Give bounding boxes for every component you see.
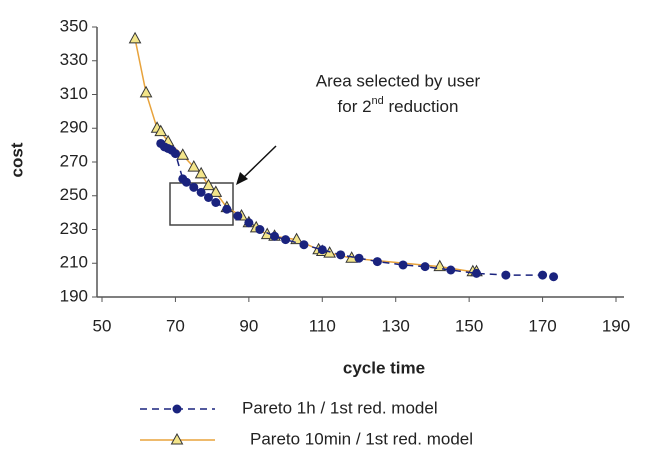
y-tick-label: 310 bbox=[60, 84, 88, 103]
data-point bbox=[203, 192, 213, 202]
data-point bbox=[281, 235, 291, 245]
data-point bbox=[244, 218, 254, 228]
x-tick-label: 90 bbox=[239, 316, 258, 335]
annotation-arrow bbox=[240, 145, 277, 181]
annotation-sup: nd bbox=[372, 95, 384, 107]
y-tick-label: 350 bbox=[60, 16, 88, 35]
y-tick-label: 270 bbox=[60, 151, 88, 170]
data-point bbox=[209, 185, 223, 197]
data-point bbox=[211, 198, 221, 207]
data-point bbox=[270, 231, 280, 241]
legend-marker bbox=[170, 432, 184, 445]
x-tick-label: 70 bbox=[166, 316, 185, 335]
selection-box bbox=[169, 182, 234, 226]
x-tick-label: 110 bbox=[309, 316, 336, 335]
legend-marker bbox=[172, 404, 182, 414]
x-tick-label: 50 bbox=[93, 316, 112, 335]
data-point bbox=[549, 272, 559, 282]
data-point bbox=[176, 148, 190, 160]
data-point bbox=[139, 85, 153, 98]
y-tick-label: 250 bbox=[60, 185, 88, 204]
y-tick-label: 290 bbox=[60, 118, 88, 137]
legend-label: Pareto 10min / 1st red. model bbox=[250, 429, 473, 448]
y-tick-label: 230 bbox=[60, 219, 88, 238]
data-point bbox=[471, 268, 481, 278]
y-tick-label: 330 bbox=[60, 50, 88, 69]
legend-label: Pareto 1h / 1st red. model bbox=[242, 398, 438, 417]
data-point bbox=[538, 270, 548, 280]
data-point bbox=[181, 177, 191, 187]
annotation-arrowhead bbox=[236, 172, 248, 185]
data-point bbox=[317, 245, 327, 255]
data-point bbox=[299, 240, 309, 250]
data-point bbox=[194, 166, 208, 179]
data-point bbox=[420, 262, 430, 272]
x-tick-label: 170 bbox=[528, 316, 556, 335]
x-tick-label: 130 bbox=[382, 316, 410, 335]
data-point bbox=[255, 225, 265, 234]
x-tick-label: 190 bbox=[602, 316, 630, 335]
data-point bbox=[372, 257, 382, 267]
data-point bbox=[154, 124, 168, 137]
annotation: for 2nd reduction bbox=[338, 95, 459, 117]
data-point bbox=[202, 178, 215, 191]
y-tick-label: 210 bbox=[60, 253, 88, 272]
y-tick-label: 190 bbox=[60, 286, 88, 305]
x-axis-label: cycle time bbox=[343, 358, 425, 377]
annotation: Area selected by user bbox=[316, 71, 481, 90]
data-point bbox=[170, 149, 180, 159]
data-point bbox=[354, 253, 364, 263]
data-point bbox=[189, 182, 199, 192]
data-point bbox=[196, 187, 206, 197]
data-point bbox=[501, 270, 511, 280]
data-point bbox=[222, 204, 232, 214]
data-point bbox=[128, 31, 142, 44]
data-point bbox=[446, 265, 456, 275]
data-point bbox=[187, 160, 201, 172]
data-point bbox=[290, 232, 303, 245]
data-point bbox=[336, 250, 346, 260]
annotation-part: reduction bbox=[384, 97, 459, 116]
y-axis-label: cost bbox=[7, 142, 26, 177]
data-point bbox=[398, 260, 408, 270]
x-tick-label: 150 bbox=[455, 316, 483, 335]
annotation-part: for 2 bbox=[338, 97, 372, 116]
data-point bbox=[233, 211, 243, 221]
